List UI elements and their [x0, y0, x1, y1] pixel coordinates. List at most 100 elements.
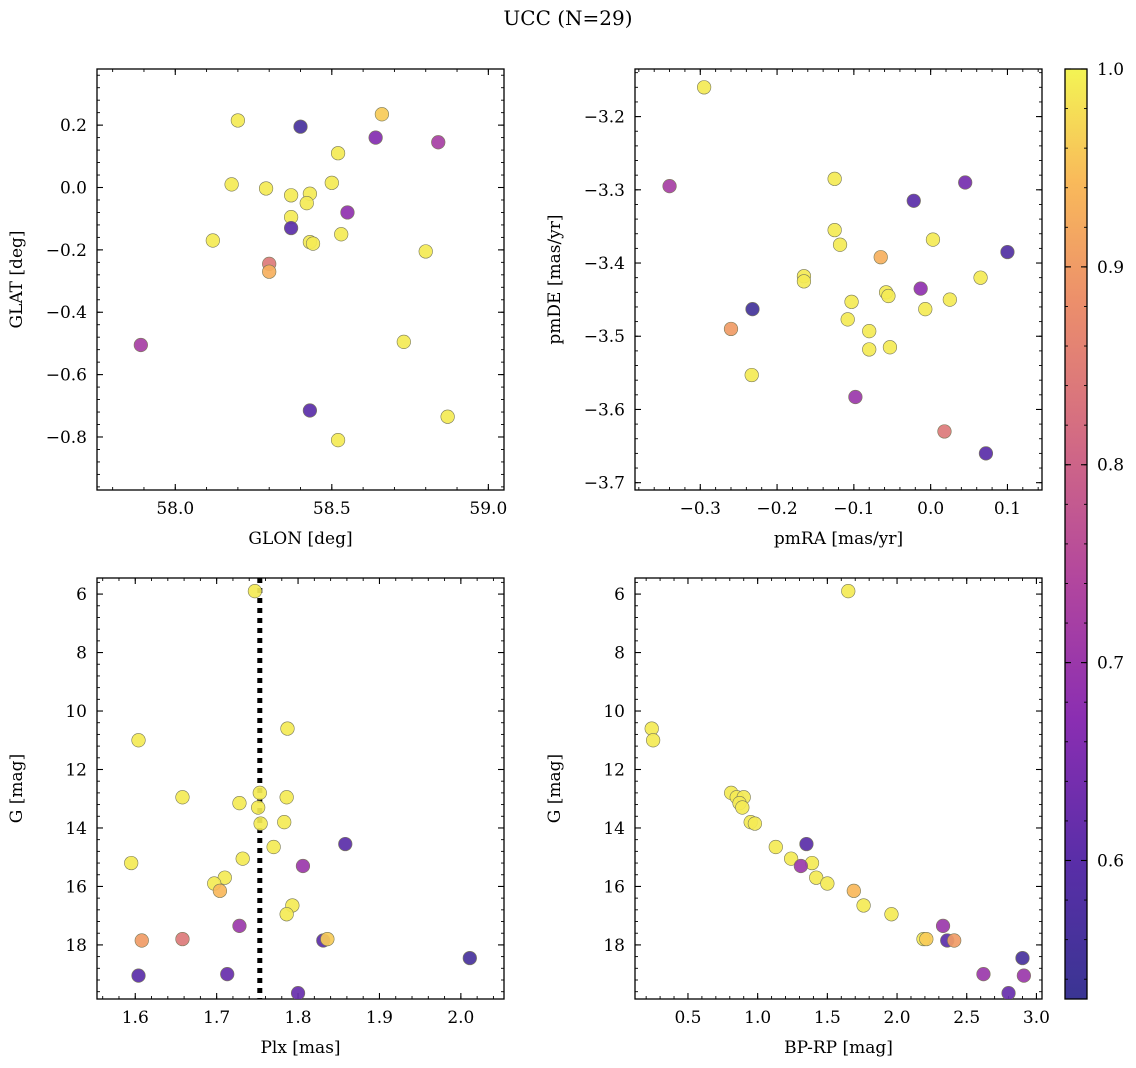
axes-frame: [96, 577, 505, 1000]
scatter-point: [232, 918, 247, 934]
subplots-group: 58.0 58.5 59.0 −0.8 −0.6 −0.4 −0.2 0.0 0.2 GLON […: [7, 68, 1050, 1058]
scatter-point: [334, 227, 349, 242]
scatter-point: [841, 584, 856, 599]
x-axis-label: pmRA [mas/yr]: [774, 529, 903, 549]
scatter-point: [976, 967, 991, 982]
scatter-points: [133, 107, 455, 448]
scatter-points: [124, 578, 477, 999]
x-tick-label: −0.1: [833, 499, 874, 519]
scatter-point: [827, 222, 842, 238]
x-tick-label: 58.5: [313, 499, 351, 519]
scatter-point: [324, 175, 339, 190]
scatter-point: [913, 281, 928, 296]
scatter-point: [262, 264, 277, 279]
scatter-point: [338, 836, 353, 852]
scatter-point: [925, 232, 941, 247]
scatter-point: [856, 898, 871, 913]
y-tick-label: 14: [603, 819, 625, 839]
y-axis-label: G [mag]: [7, 754, 27, 823]
scatter-point: [396, 334, 411, 349]
scatter-point: [175, 790, 190, 805]
scatter-point: [253, 816, 268, 831]
x-tick-label: −0.2: [756, 499, 797, 519]
scatter-point: [862, 342, 877, 357]
x-axis-label: Plx [mas]: [260, 1038, 340, 1058]
scatter-point: [745, 302, 760, 317]
scatter-point: [290, 986, 306, 999]
scatter-point: [937, 424, 952, 439]
scatter-point: [973, 270, 988, 285]
x-tick-label: −0.3: [680, 499, 721, 519]
colorbar-tick-label: 0.7: [1097, 654, 1124, 674]
scatter-point: [368, 130, 383, 145]
scatter-point: [846, 883, 861, 898]
x-tick-label: 1.9: [366, 1008, 393, 1028]
scatter-point: [295, 858, 311, 874]
tick-marks: [97, 69, 504, 490]
y-tick-label: 16: [603, 877, 625, 897]
scatter-point: [305, 236, 321, 251]
y-tick-label: 12: [65, 760, 87, 780]
y-tick-label: 8: [76, 644, 87, 664]
colorbar-ticks: 0.6 0.7 0.8 0.9 1.0: [1065, 60, 1124, 980]
x-tick-label: 3.0: [1023, 1008, 1050, 1028]
scatter-point: [881, 288, 896, 304]
scatter-point: [277, 815, 292, 830]
scatter-point: [747, 816, 762, 831]
scatter-point: [744, 367, 759, 383]
subplot-bprp-g: 0.5 1.0 1.5 2.0 2.5 3.0 6 8 10 12 14 16 18 BP-RP [mag…: [545, 577, 1050, 1058]
y-tick-label: 10: [603, 702, 625, 722]
y-tick-label: 14: [65, 819, 87, 839]
scatter-point: [212, 883, 228, 898]
y-tick-label: 18: [603, 936, 625, 956]
y-tick-label: 16: [65, 877, 87, 897]
scatter-point: [820, 876, 835, 891]
colorbar-tick-label: 0.9: [1097, 258, 1124, 278]
scatter-point: [862, 324, 877, 339]
scatter-point: [918, 302, 933, 317]
scatter-point: [827, 171, 842, 186]
scatter-point: [220, 967, 235, 982]
x-tick-label: 2.5: [953, 1008, 980, 1028]
y-axis-label: G [mag]: [545, 754, 565, 823]
y-axis-label: GLAT [deg]: [7, 230, 27, 328]
scatter-point: [330, 146, 346, 161]
scatter-point: [266, 839, 281, 855]
scatter-point: [252, 785, 267, 800]
scatter-point: [1015, 950, 1030, 966]
x-axis-label: BP-RP [mag]: [784, 1038, 893, 1058]
scatter-point: [247, 584, 263, 599]
y-tick-label: 8: [614, 644, 625, 664]
scatter-point: [784, 851, 799, 866]
scatter-point: [942, 292, 957, 307]
scatter-point: [134, 933, 149, 948]
scatter-point: [284, 220, 299, 236]
scatter-point: [258, 181, 274, 196]
scatter-point: [235, 851, 250, 866]
x-tick-label: 1.6: [122, 1008, 149, 1028]
y-tick-label: −3.7: [584, 474, 625, 494]
y-tick-label: 6: [614, 585, 625, 605]
scatter-point: [124, 855, 139, 871]
scatter-point: [133, 337, 148, 353]
scatter-point: [919, 931, 934, 947]
y-axis-label: pmDE [mas/yr]: [545, 214, 565, 344]
scatter-point: [793, 858, 808, 874]
y-tick-label: −0.2: [46, 241, 87, 261]
scatter-point: [418, 244, 433, 259]
scatter-point: [330, 433, 346, 448]
scatter-point: [768, 839, 783, 855]
scatter-point: [906, 193, 921, 208]
scatter-point: [224, 177, 239, 192]
colorbar-tick-label: 0.8: [1097, 456, 1124, 476]
y-tick-label: −3.3: [584, 181, 625, 201]
y-tick-label: 0.0: [60, 179, 87, 199]
scatter-point: [131, 733, 146, 748]
subplot-plx-g: 1.6 1.7 1.8 1.9 2.0 6 8 10 12 14 16 18 Plx [mas] G [m…: [7, 577, 505, 1058]
scatter-point: [935, 918, 951, 934]
scatter-point: [299, 195, 314, 211]
y-tick-label: 0.2: [60, 116, 87, 136]
y-tick-label: −3.4: [584, 254, 625, 274]
scatter-point: [284, 188, 299, 203]
